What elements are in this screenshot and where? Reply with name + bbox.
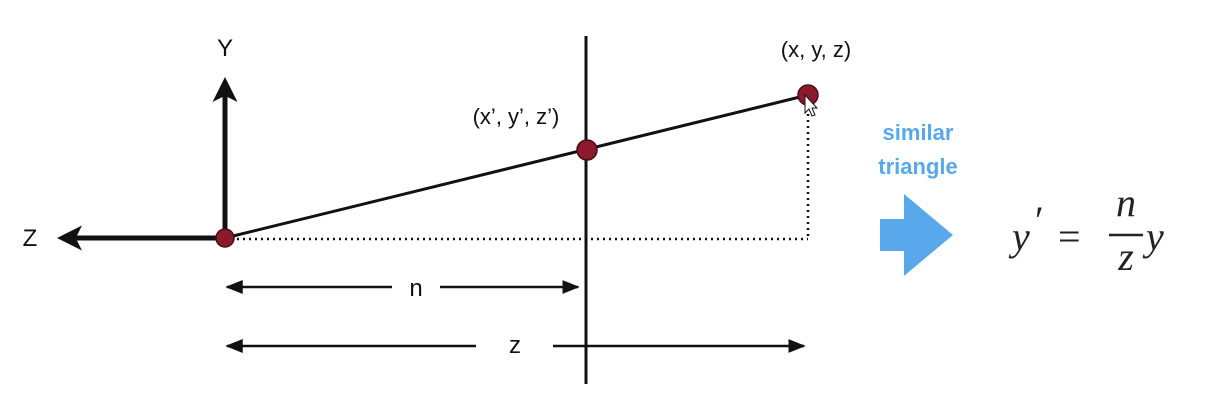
formula-prime: ′ <box>1035 198 1044 243</box>
projected-point-label: (x’, y’, z’) <box>473 104 560 129</box>
eye-point <box>215 228 235 248</box>
y-axis-label: Y <box>217 35 233 62</box>
formula-numerator: n <box>1116 180 1136 225</box>
right-arrow-icon <box>880 194 953 276</box>
formula-rhs-var: y <box>1142 214 1164 259</box>
formula-lhs: y <box>1008 214 1030 259</box>
projection-ray <box>224 93 809 240</box>
z-axis-label: Z <box>23 225 38 252</box>
triangle-label: triangle <box>878 154 957 179</box>
formula-denominator: z <box>1117 234 1134 279</box>
similar-label: similar <box>883 120 954 145</box>
projected-point <box>576 139 598 161</box>
projection-formula: y ′ = n z y <box>1008 180 1164 279</box>
z-dimension-label: z <box>509 332 521 359</box>
formula-equals: = <box>1058 214 1081 259</box>
original-point-label: (x, y, z) <box>781 37 851 62</box>
mouse-cursor-icon <box>804 93 819 117</box>
n-dimension-label: n <box>409 275 422 302</box>
